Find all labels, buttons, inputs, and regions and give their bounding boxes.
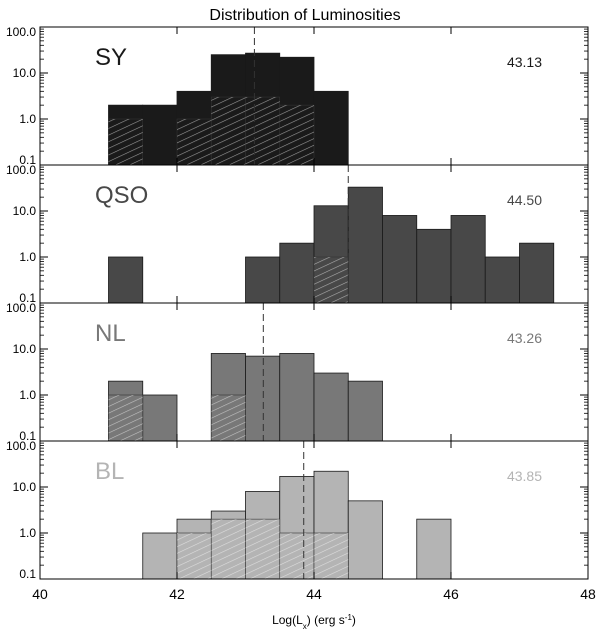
bar-nl-5 bbox=[313, 372, 349, 442]
panel-label-nl: NL bbox=[95, 320, 126, 347]
y-tick-label-bl-0: 0.1 bbox=[19, 567, 36, 581]
y-tick-label-qso-1: 1.0 bbox=[19, 250, 36, 264]
bar-bl-7 bbox=[416, 518, 452, 580]
bar-nl-3 bbox=[245, 355, 281, 442]
hatch-overlay-sy-0 bbox=[108, 119, 143, 165]
hatch-overlay-bl-2 bbox=[245, 519, 280, 579]
bar-qso-7 bbox=[450, 215, 486, 304]
hatch-overlay-qso-0 bbox=[314, 257, 349, 303]
bar-qso-9 bbox=[519, 242, 555, 304]
x-tick-label-3: 46 bbox=[443, 586, 459, 602]
bar-sy-1 bbox=[142, 104, 178, 166]
bar-qso-4 bbox=[347, 186, 383, 304]
x-tick-label-1: 42 bbox=[169, 586, 185, 602]
y-tick-label-sy-0: 0.1 bbox=[19, 153, 36, 167]
bar-bl-0 bbox=[142, 532, 178, 580]
median-label-sy: 43.13 bbox=[507, 54, 542, 70]
bar-bl-6 bbox=[347, 500, 383, 580]
bar-nl-6 bbox=[347, 380, 383, 442]
y-tick-label-sy-2: 10.0 bbox=[13, 66, 37, 80]
hatch-overlay-sy-1 bbox=[177, 119, 212, 165]
bar-qso-5 bbox=[382, 215, 418, 304]
x-tick-label-2: 44 bbox=[306, 586, 322, 602]
x-label-close: ) bbox=[352, 613, 356, 627]
median-label-bl: 43.85 bbox=[507, 468, 542, 484]
y-tick-label-nl-3: 100.0 bbox=[6, 301, 36, 315]
x-label-units: ) (erg s bbox=[307, 613, 345, 627]
x-tick-label-4: 48 bbox=[580, 586, 596, 602]
y-tick-label-qso-2: 10.0 bbox=[13, 204, 37, 218]
y-tick-label-qso-0: 0.1 bbox=[19, 291, 36, 305]
hatch-overlay-nl-0 bbox=[108, 395, 143, 441]
hatch-overlay-nl-1 bbox=[211, 395, 246, 441]
panel-label-qso: QSO bbox=[95, 182, 148, 209]
y-tick-label-nl-1: 1.0 bbox=[19, 388, 36, 402]
bar-qso-8 bbox=[484, 256, 520, 304]
hatch-overlay-sy-4 bbox=[279, 105, 314, 165]
bar-nl-4 bbox=[279, 353, 315, 442]
panels-group: 0.1 1.0 10.0 100.0 SY 43.13 0.1 1.0 10.0 100.0 QSO… bbox=[6, 25, 589, 581]
bar-qso-0 bbox=[108, 256, 144, 304]
hatch-overlay-bl-1 bbox=[211, 519, 246, 579]
bar-sy-6 bbox=[313, 90, 349, 166]
chart-title: Distribution of Luminosities bbox=[209, 7, 400, 24]
hatch-overlay-sy-3 bbox=[245, 97, 280, 165]
x-axis: 40 42 44 46 48 bbox=[32, 586, 596, 602]
y-tick-label-sy-1: 1.0 bbox=[19, 112, 36, 126]
median-label-qso: 44.50 bbox=[507, 192, 542, 208]
x-label-subscript: x bbox=[303, 622, 307, 631]
bar-qso-2 bbox=[279, 242, 315, 304]
hatch-overlay-bl-3 bbox=[279, 533, 314, 579]
median-label-nl: 43.26 bbox=[507, 330, 542, 346]
bar-qso-6 bbox=[416, 228, 452, 304]
bar-qso-1 bbox=[245, 256, 281, 304]
panel-label-sy: SY bbox=[95, 44, 127, 71]
y-tick-label-qso-3: 100.0 bbox=[6, 163, 36, 177]
y-tick-label-bl-1: 1.0 bbox=[19, 526, 36, 540]
panel-label-bl: BL bbox=[95, 458, 124, 485]
hatch-overlay-bl-4 bbox=[314, 533, 349, 579]
hatch-overlay-bl-0 bbox=[177, 533, 212, 579]
y-tick-label-bl-3: 100.0 bbox=[6, 439, 36, 453]
panel-nl: 0.1 1.0 10.0 100.0 NL 43.26 bbox=[6, 301, 589, 443]
x-tick-label-0: 40 bbox=[32, 586, 48, 602]
x-label-superscript: -1 bbox=[345, 613, 353, 622]
hatch-overlay-sy-2 bbox=[211, 97, 246, 165]
x-label-log: Log(L bbox=[272, 613, 303, 627]
y-tick-label-sy-3: 100.0 bbox=[6, 25, 36, 39]
y-tick-label-bl-2: 10.0 bbox=[13, 480, 37, 494]
panel-bl: 0.1 1.0 10.0 100.0 BL 43.85 bbox=[6, 439, 589, 581]
x-axis-label: Log(Lx) (erg s-1) bbox=[272, 613, 356, 631]
panel-sy: 0.1 1.0 10.0 100.0 SY 43.13 bbox=[6, 25, 589, 167]
bar-nl-1 bbox=[142, 394, 178, 442]
y-tick-label-nl-0: 0.1 bbox=[19, 429, 36, 443]
panel-qso: 0.1 1.0 10.0 100.0 QSO 44.50 bbox=[6, 163, 589, 305]
y-tick-label-nl-2: 10.0 bbox=[13, 342, 37, 356]
